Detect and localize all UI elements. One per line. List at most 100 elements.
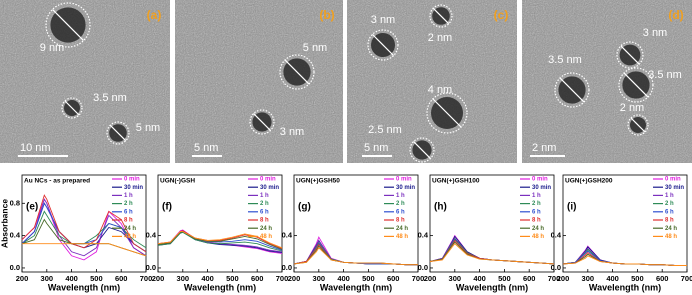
chart-title: Au NCs - as prepared — [24, 178, 90, 185]
size-label: 5 nm — [303, 42, 327, 54]
diameter-arrow — [52, 9, 84, 41]
y-tick-label: 0.4 — [551, 231, 562, 240]
particle-outline — [409, 137, 435, 163]
y-tick-label: 0.0 — [146, 263, 156, 272]
diameter-arrow — [630, 117, 646, 133]
y-tick-label: 0.4 — [418, 231, 429, 240]
particle-outline — [279, 54, 315, 90]
diameter-arrow — [432, 98, 462, 128]
scale-label: 5 nm — [194, 142, 218, 154]
tem-texture — [347, 0, 517, 163]
panel-label: (e) — [26, 202, 38, 213]
size-label: 4 nm — [428, 84, 452, 96]
scale-label: 5 nm — [364, 142, 388, 154]
x-tick-label: 600 — [523, 274, 536, 283]
legend-label: 24 h — [260, 226, 272, 232]
diameter-arrow — [620, 45, 640, 65]
legend-label: 48 h — [532, 234, 544, 240]
legend-label: 30 min — [665, 185, 684, 191]
legend-label: 0 min — [665, 177, 681, 183]
legend-label: 48 h — [665, 234, 677, 240]
legend-label: 24 h — [665, 226, 677, 232]
legend-label: 6 h — [396, 209, 405, 215]
x-tick-label: 400 — [473, 274, 486, 283]
particle-outline — [106, 121, 130, 145]
particle-outline — [45, 2, 91, 48]
x-tick-label: 200 — [424, 274, 437, 283]
x-tick-label: 700 — [140, 274, 153, 283]
spectrum-line — [562, 255, 687, 266]
plot-frame — [157, 174, 283, 273]
x-axis-label: Wavelength (nm) — [320, 282, 392, 292]
particle-outline — [627, 114, 649, 136]
size-label: 3 nm — [280, 126, 304, 138]
diameter-arrow — [432, 7, 450, 25]
legend-label: 30 min — [260, 185, 279, 191]
spectrum-line — [157, 231, 283, 250]
legend-label: 8 h — [665, 218, 674, 224]
panel-label: (c) — [494, 8, 509, 22]
x-tick-label: 700 — [548, 274, 561, 283]
x-axis-label: Wavelength (nm) — [456, 282, 528, 292]
size-label: 5 nm — [136, 122, 160, 134]
size-label: 3.5 nm — [93, 92, 127, 104]
legend-label: 48 h — [124, 234, 136, 240]
spectrum-line — [293, 247, 418, 266]
x-tick-label: 600 — [387, 274, 400, 283]
y-tick-label: 0.4 — [10, 231, 21, 240]
legend-label: 6 h — [260, 209, 269, 215]
spectrum-line — [21, 194, 147, 253]
particle-outline — [616, 41, 644, 69]
panel-label: (h) — [434, 202, 447, 213]
size-label: 3 nm — [371, 14, 395, 26]
x-axis-label: Wavelength (nm) — [48, 282, 120, 292]
panel-label: (i) — [567, 202, 576, 213]
legend-label: 2 h — [665, 201, 674, 207]
x-tick-label: 600 — [115, 274, 128, 283]
x-tick-label: 500 — [631, 274, 644, 283]
spectrum-line — [429, 241, 555, 265]
x-tick-label: 600 — [251, 274, 264, 283]
particle-outline — [249, 109, 275, 135]
x-tick-label: 300 — [41, 274, 54, 283]
x-axis-label: Wavelength (nm) — [589, 282, 661, 292]
legend-label: 0 min — [124, 177, 140, 183]
y-tick-label: 0.0 — [10, 263, 20, 272]
diameter-arrow — [413, 141, 431, 159]
panel-label: (d) — [668, 8, 683, 22]
x-tick-label: 400 — [65, 274, 78, 283]
y-tick-label: 0.0 — [282, 263, 292, 272]
legend-label: 48 h — [260, 234, 272, 240]
legend-label: 6 h — [124, 209, 133, 215]
panel-label: (f) — [162, 202, 172, 213]
scale-label: 10 nm — [20, 142, 51, 154]
particle-outline — [429, 4, 453, 28]
legend-label: 24 h — [124, 226, 136, 232]
x-tick-label: 500 — [90, 274, 103, 283]
chart-title: UGN(-)GSH — [160, 178, 195, 185]
y-axis-label: Absorbance — [0, 199, 9, 248]
x-tick-label: 700 — [681, 274, 692, 283]
panel-label: (a) — [147, 8, 162, 22]
legend-label: 48 h — [396, 234, 408, 240]
legend-label: 8 h — [124, 218, 133, 224]
legend-label: 24 h — [532, 226, 544, 232]
legend-label: 2 h — [260, 201, 269, 207]
legend-label: 8 h — [396, 218, 405, 224]
diameter-arrow — [64, 100, 80, 116]
size-label: 9 nm — [40, 42, 64, 54]
x-tick-label: 500 — [226, 274, 239, 283]
x-tick-label: 700 — [412, 274, 425, 283]
legend-label: 2 h — [124, 201, 133, 207]
legend-label: 8 h — [532, 218, 541, 224]
particle-outline — [554, 72, 590, 108]
size-label: 3 nm — [643, 27, 667, 39]
legend-label: 1 h — [260, 193, 269, 199]
legend-label: 8 h — [260, 218, 269, 224]
legend-label: 0 min — [260, 177, 276, 183]
legend-label: 1 h — [665, 193, 674, 199]
x-tick-label: 600 — [656, 274, 669, 283]
x-tick-label: 300 — [582, 274, 595, 283]
size-label: 2.5 nm — [368, 124, 402, 136]
